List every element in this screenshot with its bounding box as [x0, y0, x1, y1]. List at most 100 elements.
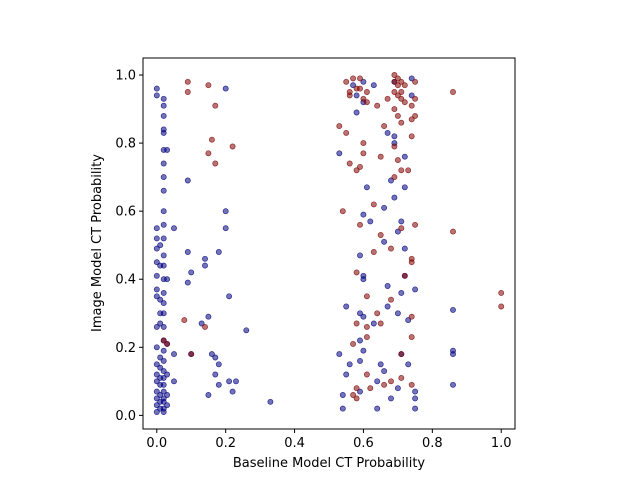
data-point-s0-91	[233, 378, 239, 385]
data-point-s1-50	[381, 123, 388, 130]
data-point-s0-92	[243, 327, 250, 334]
data-point-s0-119	[370, 320, 377, 327]
data-point-s0-72	[188, 269, 195, 276]
data-point-s0-100	[346, 361, 353, 368]
data-point-s0-114	[360, 313, 367, 320]
data-point-s0-139	[398, 289, 405, 296]
data-point-s1-39	[363, 323, 370, 330]
data-point-s0-89	[226, 378, 233, 385]
data-point-s1-87	[412, 78, 419, 85]
data-point-s1-2	[181, 317, 188, 324]
data-point-s0-78	[205, 392, 212, 398]
data-point-s0-150	[412, 388, 419, 395]
data-point-s1-24	[353, 167, 360, 174]
data-point-s0-74	[198, 320, 205, 327]
data-point-s1-36	[363, 89, 370, 95]
data-point-s0-97	[339, 405, 346, 412]
data-point-s0-66	[171, 225, 177, 232]
data-points	[153, 72, 505, 415]
data-point-s0-71	[184, 279, 191, 286]
x-tick-label: 0.8	[422, 436, 443, 451]
data-point-s1-3	[184, 78, 191, 85]
data-point-s0-69	[184, 177, 191, 184]
data-point-s1-94	[498, 303, 505, 310]
y-axis-label: Image Model CT Probability	[90, 154, 105, 332]
data-point-s0-1	[153, 92, 160, 99]
data-point-s1-54	[388, 296, 394, 303]
data-point-s1-26	[353, 320, 360, 327]
x-tick-label: 0.4	[284, 436, 305, 451]
data-point-s1-64	[394, 92, 401, 99]
data-point-s0-16	[153, 402, 160, 409]
data-point-s0-102	[353, 92, 360, 99]
data-point-s1-13	[336, 123, 343, 130]
data-point-s0-93	[267, 398, 274, 405]
data-point-s1-31	[357, 163, 363, 170]
y-tick-label: 0.8	[115, 137, 136, 152]
data-point-s0-136	[394, 310, 401, 317]
data-point-s0-13	[153, 378, 160, 385]
data-point-s1-89	[412, 112, 419, 119]
data-point-s0-52	[160, 368, 167, 375]
y-axis-ticks: 0.0 0.2 0.4 0.6 0.8 1.0	[115, 69, 143, 424]
data-point-s1-7	[205, 82, 212, 89]
data-point-s0-46	[160, 300, 167, 307]
y-tick-label: 0.0	[115, 409, 136, 424]
data-point-s0-61	[164, 276, 171, 283]
data-point-s0-152	[412, 405, 419, 412]
data-point-s1-21	[350, 340, 357, 347]
data-point-s0-111	[360, 211, 367, 218]
data-point-s0-135	[394, 228, 401, 235]
plot-frame	[143, 58, 515, 429]
data-point-s1-59	[391, 106, 398, 113]
y-tick-label: 0.6	[115, 205, 136, 220]
data-point-s0-75	[202, 255, 208, 262]
data-point-s0-147	[408, 75, 415, 82]
data-point-s0-79	[208, 351, 215, 358]
data-point-s0-37	[160, 174, 167, 181]
data-point-s1-60	[391, 143, 398, 150]
data-point-s0-11	[153, 361, 160, 368]
data-point-s0-0	[153, 85, 160, 92]
data-point-s0-23	[157, 354, 164, 361]
data-point-s0-38	[160, 187, 167, 194]
data-point-s1-71	[398, 167, 405, 174]
data-point-s0-15	[153, 395, 160, 402]
y-tick-label: 0.2	[115, 341, 136, 356]
data-point-s0-67	[171, 351, 177, 358]
data-point-s0-36	[160, 160, 167, 167]
data-point-s0-86	[222, 208, 229, 215]
data-point-s1-58	[391, 89, 398, 95]
data-point-s1-20	[350, 75, 357, 82]
data-point-s0-128	[384, 303, 391, 310]
data-point-s1-49	[377, 320, 384, 327]
data-point-s0-129	[388, 177, 394, 184]
data-point-s1-41	[363, 371, 370, 378]
data-point-s0-64	[164, 392, 171, 398]
data-point-s0-57	[160, 398, 167, 405]
data-point-s0-130	[388, 395, 394, 402]
data-point-s1-11	[212, 102, 219, 109]
data-point-s1-65	[394, 112, 401, 119]
data-point-s1-4	[184, 89, 191, 95]
data-point-s1-16	[343, 129, 350, 136]
data-point-s0-6	[153, 272, 160, 279]
data-point-s1-27	[353, 385, 360, 392]
data-point-s0-83	[215, 361, 222, 368]
data-point-s0-54	[160, 381, 167, 388]
data-point-s0-68	[171, 378, 177, 385]
data-point-s0-34	[160, 129, 167, 136]
data-point-s1-28	[353, 395, 360, 402]
data-point-s0-85	[222, 85, 229, 92]
data-point-s1-38	[363, 293, 370, 300]
data-point-s0-148	[408, 92, 415, 99]
data-point-s0-105	[357, 310, 363, 317]
data-point-s1-22	[350, 392, 357, 398]
data-point-s0-14	[153, 388, 160, 395]
data-point-s0-123	[381, 204, 388, 211]
data-point-s1-62	[394, 75, 401, 82]
data-point-s0-155	[450, 351, 456, 358]
data-point-s0-24	[157, 364, 164, 371]
y-tick-label: 0.4	[115, 273, 136, 288]
